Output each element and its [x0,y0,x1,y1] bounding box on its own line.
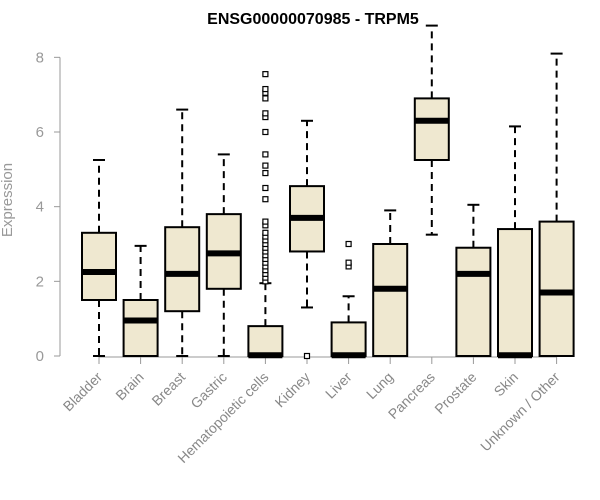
outlier-point [262,218,269,225]
outlier-point [262,128,269,136]
x-tick-label: Kidney [272,369,314,411]
y-axis-label: Expression [0,163,16,237]
y-tick-label: 2 [36,273,44,290]
box-kidney [289,119,325,360]
box-iqr [122,299,159,357]
x-tick-label: Brain [112,369,146,403]
x-tick-label: Unknown / Other [477,369,563,455]
outlier-point [262,196,269,203]
box-iqr [330,321,367,357]
box-iqr [164,226,201,313]
y-tick-label: 6 [36,124,44,141]
x-tick-label: Prostate [431,369,479,417]
box-iqr [497,228,533,357]
box-unknown-other [538,52,575,357]
outlier-point [262,71,269,78]
outlier-point [262,151,269,158]
box-iqr [413,97,450,161]
outlier-point [345,259,352,266]
outlier-point [262,110,269,117]
x-tick-label: Bladder [60,369,106,415]
outlier-point [262,95,269,102]
outlier-point [262,229,269,236]
box-iqr [455,246,492,358]
y-tick-label: 0 [36,348,44,365]
outlier-point [262,162,269,169]
box-hematopoietic-cells [247,71,284,359]
x-tick-label: Breast [148,369,188,409]
y-tick-label: 4 [36,199,44,216]
y-tick-label: 8 [36,49,44,66]
outlier-point [303,352,311,360]
box-iqr [81,231,117,301]
box-iqr [372,243,409,357]
outlier-point [345,240,352,248]
box-iqr [538,220,575,357]
box-bladder [81,159,117,357]
box-lung [372,209,409,357]
boxes-group [81,24,575,360]
box-prostate [455,203,492,358]
chart-title: ENSG00000070985 - TRPM5 [207,11,419,28]
box-pancreas [413,24,450,236]
box-breast [164,108,201,357]
x-tick-label: Lung [363,369,396,402]
box-liver [330,240,367,359]
x-tick-label: Skin [491,369,522,400]
outlier-point [262,85,269,93]
box-gastric [205,153,242,357]
box-skin [497,125,533,359]
outlier-point [262,184,269,192]
y-axis: 0 2 4 6 8 [36,49,61,365]
outlier-point [262,169,269,177]
box-brain [122,244,159,357]
box-iqr [247,325,284,357]
x-tick-label: Liver [322,369,355,402]
